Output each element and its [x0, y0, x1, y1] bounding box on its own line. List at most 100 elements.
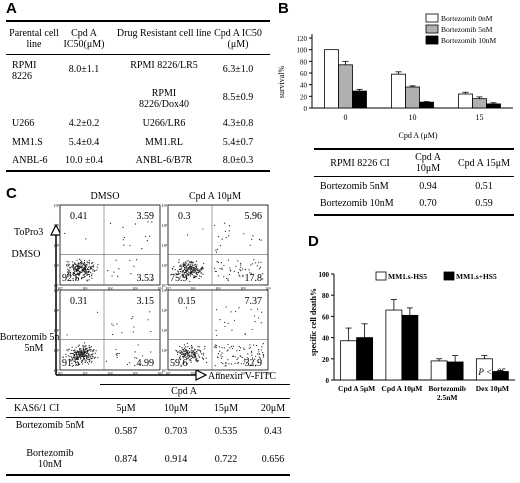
flow-event: [223, 347, 225, 349]
flow-event: [191, 267, 193, 269]
flow-event: [187, 346, 189, 348]
flow-event: [96, 266, 98, 268]
flow-event: [185, 346, 187, 348]
flow-event: [92, 270, 94, 272]
quadrant-value-lower-left: 92.5: [62, 273, 80, 284]
flow-event: [90, 346, 92, 348]
x-tick-label: 10⁰: [165, 286, 171, 291]
flow-event: [83, 261, 86, 264]
flow-event: [215, 251, 218, 253]
y-tick-label: 40: [300, 82, 308, 90]
y-tick-label: 120: [297, 35, 308, 43]
flow-event: [183, 344, 186, 346]
bar: [472, 98, 487, 109]
flow-event: [239, 268, 241, 271]
flow-event: [247, 353, 249, 355]
y-tick-label: 10¹: [162, 263, 168, 268]
flow-event: [249, 244, 251, 246]
flow-event: [96, 269, 98, 271]
y-tick-label: 80: [322, 292, 330, 300]
flow-event: [84, 273, 87, 275]
flow-event: [67, 350, 69, 352]
flow-event: [79, 350, 81, 352]
flow-event: [251, 354, 253, 356]
flow-event: [196, 274, 198, 276]
flow-event: [88, 269, 90, 271]
flow-event: [244, 360, 246, 362]
flow-event: [77, 353, 79, 355]
flow-event: [232, 355, 235, 357]
flow-event: [231, 329, 233, 331]
flow-event: [70, 274, 72, 276]
flow-event: [213, 346, 215, 348]
flow-event: [107, 270, 109, 272]
flow-event: [255, 365, 257, 367]
flow-event: [82, 353, 84, 355]
flow-event: [214, 365, 216, 367]
flow-event: [84, 263, 86, 265]
flow-event: [73, 350, 75, 352]
flow-event: [85, 238, 87, 240]
flow-event: [227, 259, 230, 261]
flow-event: [244, 269, 247, 271]
flow-event: [149, 235, 151, 237]
flow-event: [190, 260, 192, 263]
flow-event: [77, 263, 79, 265]
flow-event: [251, 351, 253, 353]
flow-event: [185, 264, 187, 266]
flow-event: [221, 267, 223, 269]
flow-event: [196, 357, 198, 360]
flow-event: [262, 352, 264, 354]
flow-event: [221, 352, 223, 354]
flow-event: [250, 273, 253, 275]
x-tick-label: 10⁴: [157, 286, 163, 291]
table-rule: [6, 54, 270, 55]
flow-event: [182, 353, 184, 355]
flow-event: [248, 269, 250, 271]
flow-event: [97, 357, 99, 359]
flow-event: [180, 352, 182, 354]
flow-event: [80, 263, 82, 265]
flow-event: [118, 268, 120, 270]
flow-event: [191, 263, 193, 265]
bar: [352, 90, 367, 109]
flow-event: [224, 325, 226, 328]
flow-event: [199, 351, 202, 353]
y-tick-label: 20: [300, 93, 308, 101]
flow-event: [181, 351, 183, 353]
y-tick-label: 10²: [162, 328, 168, 333]
y-tick-label: 80: [300, 58, 308, 66]
flow-event: [203, 262, 205, 264]
flow-event: [85, 269, 87, 271]
flow-event: [185, 260, 187, 263]
flow-event: [90, 362, 92, 364]
flow-event: [240, 262, 242, 265]
flow-event: [220, 361, 222, 364]
x-arrow-head: [195, 369, 208, 381]
flow-event: [237, 272, 240, 274]
flow-event: [200, 353, 203, 355]
flow-event: [179, 271, 182, 273]
flow-event: [85, 349, 87, 351]
flow-event: [84, 268, 86, 270]
flow-event: [75, 353, 77, 355]
flow-event: [195, 359, 197, 361]
flow-event: [84, 354, 87, 356]
table-cell: ANBL-6/B7R: [135, 155, 193, 166]
flow-event: [227, 343, 229, 346]
flow-event: [227, 278, 229, 280]
flow-event: [201, 267, 203, 269]
flow-event: [225, 362, 227, 365]
flow-event: [220, 357, 223, 359]
flow-event: [116, 354, 118, 357]
flow-event: [240, 270, 242, 272]
flow-event: [81, 351, 83, 353]
flow-event: [190, 351, 192, 353]
flow-event: [181, 266, 183, 268]
table-cell: MM1.S: [12, 137, 43, 148]
flow-event: [187, 349, 189, 352]
flow-event: [80, 358, 82, 360]
flow-event: [83, 349, 85, 351]
flow-event: [188, 268, 190, 271]
chart-ticks: 0 20 40 60 80 100 120 0 10 15: [297, 35, 484, 122]
